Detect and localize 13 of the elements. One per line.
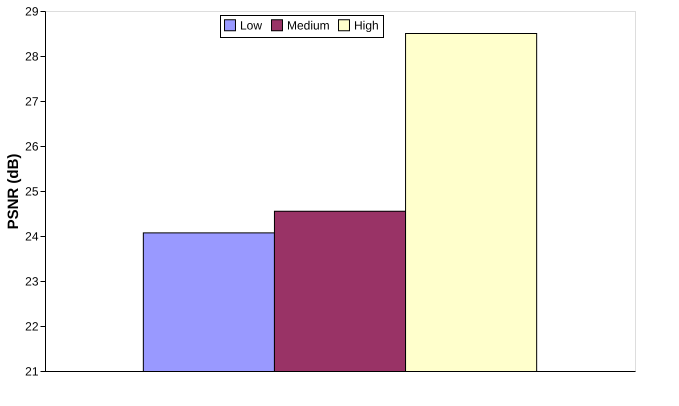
y-tick-label: 22 <box>25 320 39 334</box>
y-tick-label: 25 <box>25 184 39 198</box>
y-tick-label: 27 <box>25 94 39 108</box>
y-tick-label: 26 <box>25 140 39 154</box>
y-tick-label: 24 <box>25 230 39 244</box>
y-tick-label: 23 <box>25 274 39 288</box>
y-tick-label: 29 <box>25 4 39 18</box>
legend-label: Medium <box>287 18 330 32</box>
legend-label: High <box>354 18 379 32</box>
y-tick-label: 21 <box>25 364 39 378</box>
legend-label: Low <box>240 18 262 32</box>
y-tick-label: 28 <box>25 50 39 64</box>
y-axis-title: PSNR (dB) <box>5 154 22 230</box>
